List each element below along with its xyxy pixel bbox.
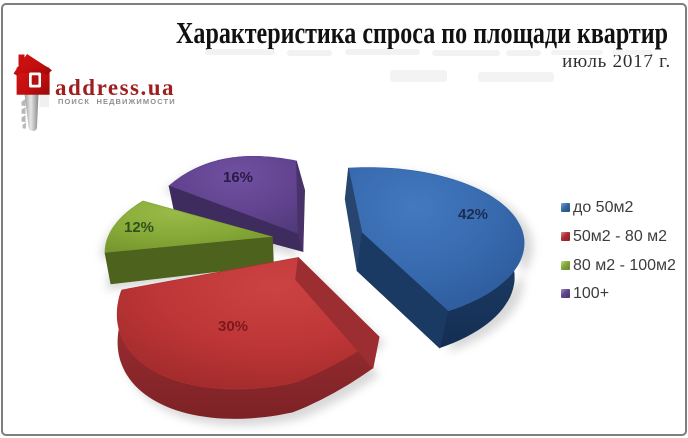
svg-text:12%: 12% (124, 219, 154, 236)
svg-text:42%: 42% (458, 206, 488, 223)
svg-text:30%: 30% (218, 318, 248, 335)
svg-text:16%: 16% (223, 169, 253, 186)
